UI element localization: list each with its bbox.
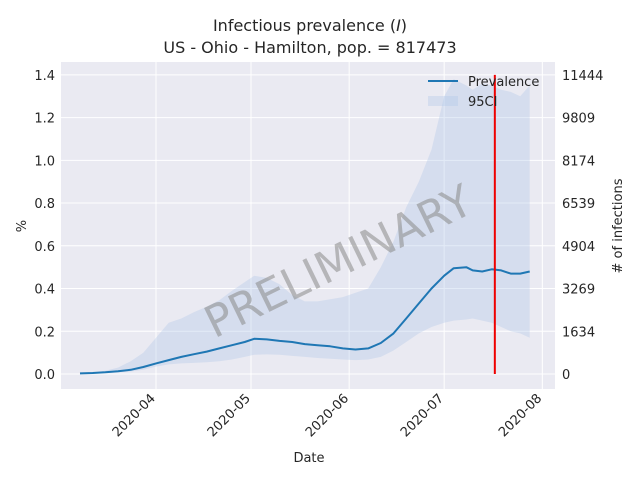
- y-right-tick-label-1: 1634: [562, 325, 595, 340]
- plot-area: [61, 62, 555, 389]
- y-tick-label-2: 0.4: [34, 283, 55, 298]
- chart-subtitle: US - Ohio - Hamilton, pop. = 817473: [163, 38, 456, 57]
- x-tick-label-4: 2020-08: [496, 391, 545, 440]
- legend-ci-label: 95CI: [468, 95, 497, 110]
- y-tick-label-6: 1.2: [34, 112, 55, 127]
- y-right-tick-label-4: 6539: [562, 197, 595, 212]
- x-axis-ticks: 2020-04 2020-05 2020-06 2020-07 2020-08: [110, 391, 545, 440]
- y-right-tick-label-7: 11444: [562, 69, 603, 84]
- y-right-tick-label-6: 9809: [562, 112, 595, 127]
- x-tick-label-0: 2020-04: [110, 391, 159, 440]
- y-axis-label-right: # of infections: [611, 178, 626, 273]
- legend: Prevalence 95CI: [428, 75, 539, 110]
- y-right-tick-label-5: 8174: [562, 154, 595, 169]
- y-right-tick-label-2: 3269: [562, 283, 595, 298]
- y-tick-label-7: 1.4: [34, 69, 55, 84]
- chart-title: Infectious prevalence (I): [213, 16, 407, 35]
- prevalence-line: [79, 266, 530, 375]
- legend-prevalence-label: Prevalence: [468, 75, 539, 90]
- ci-band: [80, 79, 530, 374]
- y-axis-left-ticks: 0.0 0.2 0.4 0.6 0.8 1.0 1.2 1.4: [34, 69, 55, 383]
- gridlines: [61, 62, 555, 389]
- y-axis-right-ticks: 0 1634 3269 4904 6539 8174 9809 11444: [562, 69, 603, 383]
- x-tick-label-2: 2020-06: [303, 391, 352, 440]
- y-right-tick-label-0: 0: [562, 368, 570, 383]
- legend-ci-swatch: [428, 96, 458, 106]
- y-tick-label-5: 1.0: [34, 154, 55, 169]
- ci-band-layer: [80, 79, 530, 374]
- x-axis-label: Date: [293, 451, 324, 466]
- y-tick-label-4: 0.8: [34, 197, 55, 212]
- y-tick-label-0: 0.0: [34, 368, 55, 383]
- y-right-tick-label-3: 4904: [562, 240, 595, 255]
- x-tick-label-3: 2020-07: [398, 391, 447, 440]
- y-axis-label-left: %: [15, 220, 30, 232]
- y-tick-label-3: 0.6: [34, 240, 55, 255]
- y-tick-label-1: 0.2: [34, 325, 55, 340]
- prevalence-line-layer: [79, 266, 530, 375]
- x-tick-label-1: 2020-05: [205, 391, 254, 440]
